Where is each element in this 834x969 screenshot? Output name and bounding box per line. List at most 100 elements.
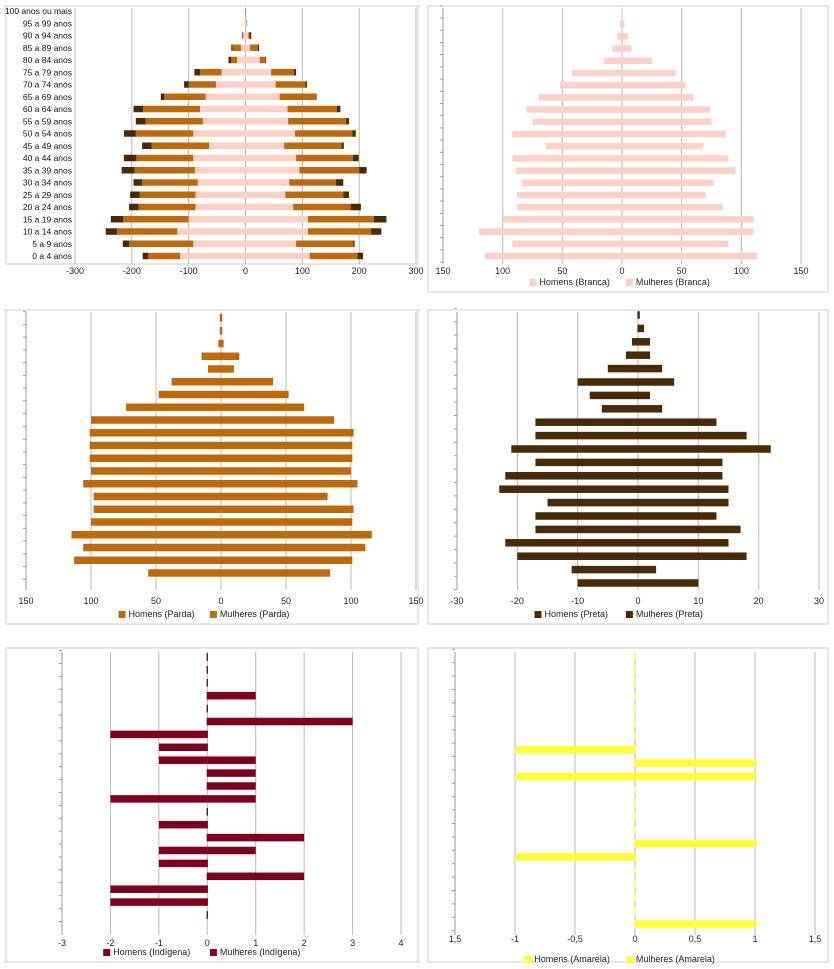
bar — [110, 216, 124, 223]
bar — [105, 228, 118, 235]
bar — [142, 179, 198, 186]
bar — [515, 853, 635, 861]
bar — [245, 240, 297, 247]
bar — [638, 338, 651, 346]
category-label: 100 anos ou mais — [5, 6, 72, 16]
legend-label: Homens (Branca) — [539, 277, 610, 287]
bar — [634, 692, 636, 700]
bar — [309, 252, 358, 260]
bar — [634, 652, 636, 660]
bar — [622, 118, 712, 126]
bar — [535, 512, 638, 520]
bar — [228, 56, 232, 64]
bar — [202, 118, 246, 125]
bar — [638, 472, 723, 480]
bar — [93, 505, 221, 513]
bar — [242, 32, 244, 39]
bar — [151, 142, 210, 149]
bar — [634, 853, 636, 861]
bar — [622, 155, 729, 162]
bar — [577, 579, 638, 587]
bar — [218, 339, 221, 348]
bar — [545, 142, 622, 150]
bar — [635, 759, 755, 767]
x-tick-label: 3 — [350, 938, 355, 948]
bar — [622, 252, 757, 260]
category-label: 20 a 24 anos — [23, 202, 72, 212]
bar — [209, 142, 246, 149]
category-label: 80 a 84 anos — [23, 55, 72, 65]
bar — [207, 833, 305, 842]
bar — [245, 20, 247, 27]
bar — [245, 167, 300, 174]
bar — [206, 808, 208, 816]
chart-2: 150 100 50 0 50 100 150 Homens (Branca) Mulheres… — [427, 5, 829, 293]
bar — [621, 8, 623, 16]
bar — [516, 203, 622, 211]
category-label: 70 a 74 anos — [23, 80, 72, 90]
bar — [123, 216, 189, 223]
bar — [221, 429, 354, 437]
bar — [110, 898, 208, 906]
x-tick-label: -30 — [450, 596, 463, 606]
bar — [622, 33, 628, 40]
bar — [142, 142, 152, 149]
x-tick-label: 0 — [243, 266, 248, 276]
x-tick-label: 10 — [693, 596, 703, 606]
bar — [91, 518, 221, 526]
category-label: 90 a 94 anos — [23, 31, 72, 41]
bar — [110, 795, 208, 803]
bar — [184, 81, 189, 88]
bar — [622, 216, 754, 223]
bar — [245, 203, 294, 211]
bar — [601, 405, 638, 413]
bar — [634, 906, 636, 915]
bar — [221, 403, 305, 411]
bar — [126, 403, 221, 411]
bar — [160, 93, 165, 100]
bar — [526, 106, 622, 113]
bar — [258, 44, 260, 51]
bar — [607, 364, 638, 373]
bar — [622, 20, 625, 28]
bar — [622, 45, 632, 52]
bar — [208, 365, 221, 373]
chart-frame — [5, 647, 419, 963]
bar — [221, 352, 240, 360]
bar — [337, 105, 341, 113]
bar — [221, 314, 223, 322]
bar — [164, 93, 206, 100]
bar — [638, 552, 747, 560]
category-label: 40 a 44 anos — [23, 153, 72, 163]
x-tick-label: -10 — [571, 596, 584, 606]
bar — [532, 118, 622, 126]
bar — [622, 240, 729, 248]
bar — [535, 418, 638, 426]
bar — [294, 130, 353, 137]
x-tick-label: 0 — [635, 596, 640, 606]
bar — [221, 454, 353, 462]
bar — [634, 826, 636, 834]
x-tick-label: 1 — [752, 934, 757, 944]
x-tick-label: 30 — [814, 596, 824, 606]
bar — [622, 81, 686, 89]
x-tick-label: 1 — [253, 938, 258, 948]
bar — [201, 352, 221, 360]
bar — [122, 240, 129, 247]
bar — [275, 81, 306, 88]
bar — [139, 191, 196, 198]
bar — [221, 518, 353, 526]
bar — [206, 769, 208, 777]
x-tick-label: 100 — [495, 266, 510, 276]
bar — [206, 704, 208, 713]
bar — [635, 772, 755, 781]
bar — [206, 691, 208, 700]
bar — [512, 155, 622, 162]
bar — [206, 730, 208, 739]
bar — [245, 252, 310, 260]
bar — [512, 240, 622, 248]
bar — [634, 799, 636, 808]
bar — [221, 531, 372, 539]
chart-5: -3 -2 -1 0 1 2 3 4 Homens (Indígena) Mulheres (In… — [5, 647, 419, 963]
bar — [110, 730, 208, 739]
